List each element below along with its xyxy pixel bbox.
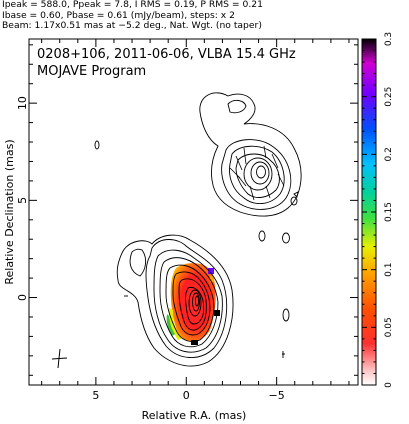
jet-contour-3 (235, 153, 280, 198)
axis-tick-labels: 5 0 −5 0 5 10 (16, 96, 285, 402)
colorbar-tick-label: 0 (384, 382, 394, 388)
isolated-contour-2 (258, 230, 266, 242)
jet-contour-4 (243, 157, 273, 191)
isolated-contour-8 (293, 191, 299, 198)
core-contour-5 (172, 271, 211, 336)
polarization-edge-yellow (168, 308, 182, 340)
jet-envelope-contour (199, 92, 302, 217)
isolated-contour-1 (94, 140, 100, 150)
chart-title-line1: 0208+106, 2011-06-06, VLBA 15.4 GHz (37, 47, 296, 62)
chart-title-line2: MOJAVE Program (37, 64, 146, 79)
polarization-edge-green (166, 314, 175, 336)
jet-contour-2 (229, 145, 285, 204)
beam-marker (51, 348, 68, 369)
plot-header: Ipeak = 588.0, Ppeak = 7.8, I RMS = 0.19… (2, 0, 263, 32)
colorbar-tick-label: 0.25 (384, 87, 394, 107)
core-outer-contour (116, 234, 234, 367)
polarization-pixel-1 (208, 268, 214, 274)
y-tick-label: 0 (16, 294, 29, 301)
polarization-vectors (229, 145, 285, 201)
x-tick-label: −5 (269, 389, 285, 402)
axis-ticks (29, 39, 358, 385)
isolated-contour-5 (282, 308, 290, 322)
colorbar-ticks (362, 38, 376, 386)
polarization-patch (170, 263, 216, 342)
colorbar-tick-label: 0.1 (384, 263, 394, 277)
y-tick-label: 10 (16, 96, 29, 110)
core-contour-4 (165, 264, 215, 342)
header-line-base: Ibase = 0.60, Pbase = 0.61 (mJy/beam), s… (2, 9, 235, 21)
core-lobe-contour (129, 248, 147, 277)
isolated-contour-4 (282, 232, 290, 244)
isolated-contour-6 (282, 351, 285, 358)
x-tick-label: 5 (92, 389, 99, 402)
colorbar-tick-label: 0.2 (384, 147, 394, 161)
core-contour-9 (192, 292, 200, 312)
core-contour-3 (159, 257, 219, 348)
core-contour-8 (188, 289, 202, 317)
x-axis-label: Relative R.A. (mas) (142, 409, 247, 422)
y-tick-label: 5 (16, 197, 29, 204)
contour-layer (51, 92, 302, 369)
core-contour-2 (153, 249, 223, 353)
colorbar-tick-label: 0.15 (384, 202, 394, 222)
plot-frame (28, 38, 359, 386)
polarization-pixel-3 (191, 340, 198, 345)
core-contour-1 (145, 239, 228, 358)
isolated-contour-3 (290, 196, 298, 206)
core-contour-7 (185, 286, 205, 325)
header-line-beam: Beam: 1.17x0.51 mas at −5.2 deg., Nat. W… (2, 20, 262, 31)
jet-contour-1 (221, 139, 292, 210)
colorbar-tick-label: 0.05 (384, 317, 394, 337)
core-contour-6 (178, 278, 207, 331)
header-line-peaks: Ipeak = 588.0, Ppeak = 7.8, I RMS = 0.19… (2, 0, 264, 10)
jet-contour-6 (256, 165, 266, 179)
jet-notch-contour (227, 99, 247, 114)
colorbar-tick-label: 0.3 (384, 32, 394, 46)
y-axis-label: Relative Declination (mas) (3, 139, 16, 284)
x-tick-label: 0 (183, 389, 190, 402)
jet-contour-5 (250, 161, 270, 185)
polarization-pixel-4 (210, 276, 214, 282)
colorbar-tick-labels: 0 0.05 0.1 0.15 0.2 0.25 0.3 (384, 32, 394, 388)
core-contour-10 (194, 295, 200, 307)
